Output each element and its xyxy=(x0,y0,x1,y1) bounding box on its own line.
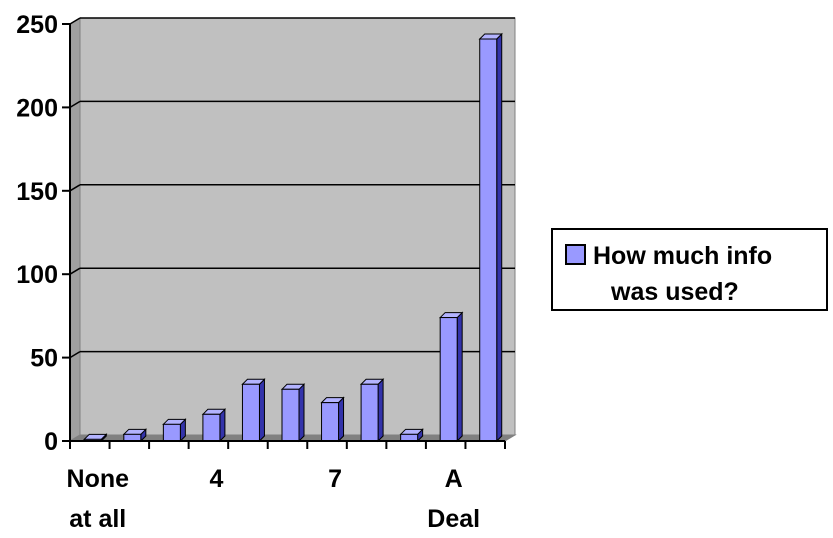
y-tick-label: 100 xyxy=(16,261,58,289)
gridline xyxy=(69,267,81,275)
bar xyxy=(83,433,108,443)
bar-side xyxy=(258,378,265,443)
legend-box xyxy=(551,228,828,311)
bar xyxy=(320,396,345,443)
bar xyxy=(201,408,227,443)
y-axis: 0 50 100 150 200 250 xyxy=(16,11,71,456)
bar-side xyxy=(456,311,463,443)
bar-front xyxy=(479,38,498,442)
bar xyxy=(162,418,187,443)
x-tick-label: 7 xyxy=(328,465,342,493)
bar-front xyxy=(123,433,142,442)
legend: How much info was used? xyxy=(551,228,828,311)
bar-front xyxy=(439,317,458,442)
bar xyxy=(241,378,266,443)
bar-front xyxy=(162,423,181,442)
bar xyxy=(359,378,385,443)
bar-front xyxy=(281,388,300,442)
y-tick-label: 0 xyxy=(44,428,58,456)
bar-front xyxy=(360,383,379,442)
x-tick-label: at all xyxy=(69,505,126,533)
legend-label-line-2: was used? xyxy=(610,278,739,306)
x-tick-label: A xyxy=(445,465,463,493)
x-tick-label: None xyxy=(67,465,130,493)
bar-front xyxy=(400,433,419,442)
bar-front xyxy=(202,413,221,442)
bar-front xyxy=(241,383,260,442)
x-axis: None at all 4 7 A Deal xyxy=(67,440,506,533)
y-tick-label: 150 xyxy=(16,178,58,206)
legend-label-line-1: How much info xyxy=(593,242,772,270)
bar-side xyxy=(377,378,384,443)
legend-swatch xyxy=(565,244,586,265)
bars xyxy=(83,32,503,443)
gridline xyxy=(69,350,81,359)
gridline xyxy=(69,100,81,109)
bar xyxy=(438,311,464,443)
bar xyxy=(280,383,306,443)
plot-left-wall xyxy=(69,17,81,442)
bar-side xyxy=(338,396,345,443)
x-tick-label: Deal xyxy=(427,505,480,533)
bar-front xyxy=(321,402,340,442)
gridline xyxy=(69,184,81,192)
bar-side xyxy=(298,383,305,443)
bar xyxy=(399,428,424,443)
gridlines xyxy=(69,17,515,359)
x-tick-label: 4 xyxy=(209,465,223,493)
gridline xyxy=(69,17,81,25)
y-tick-label: 200 xyxy=(16,94,58,122)
bar xyxy=(122,428,148,443)
bar-side xyxy=(496,32,503,443)
y-tick-label: 250 xyxy=(16,11,58,39)
y-tick-label: 50 xyxy=(30,345,58,373)
bar xyxy=(478,32,503,443)
